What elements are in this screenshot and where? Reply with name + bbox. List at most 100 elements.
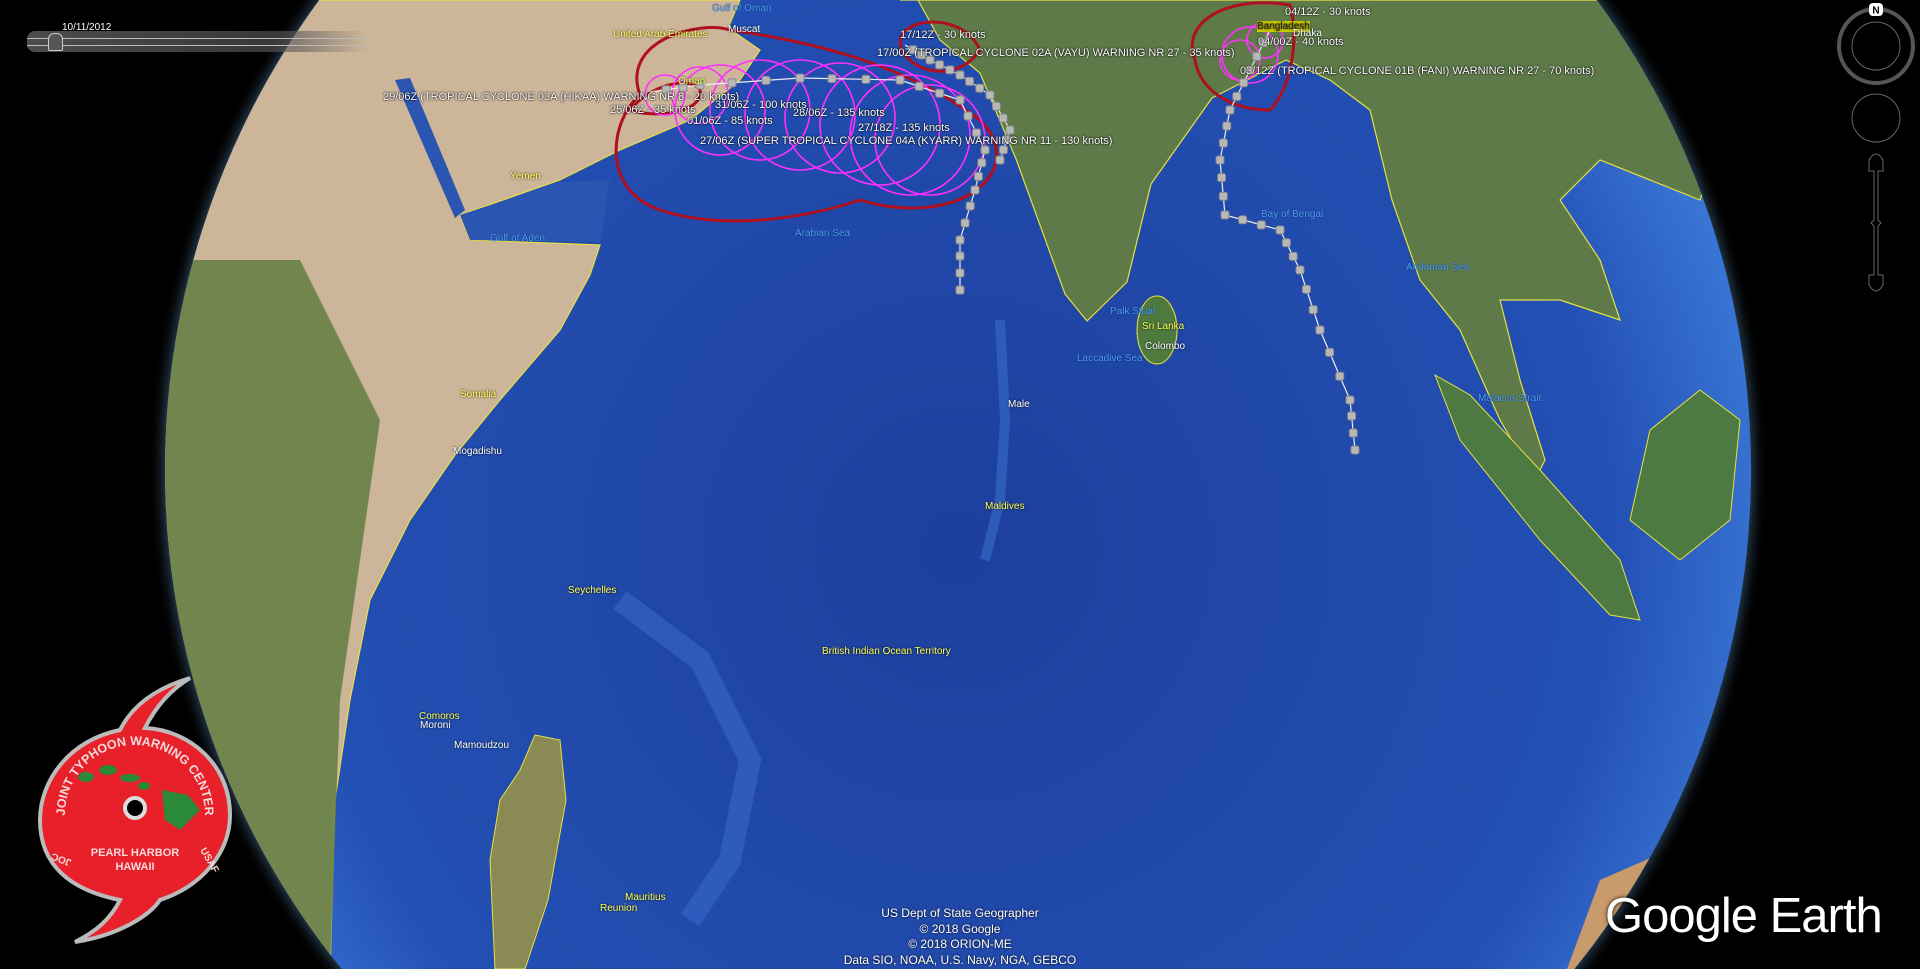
place-label[interactable]: Oman — [678, 76, 706, 87]
place-label[interactable]: Male — [1008, 399, 1030, 410]
place-label[interactable]: Muscat — [728, 24, 761, 35]
track-point-marker[interactable] — [1239, 78, 1249, 88]
track-point-marker[interactable] — [995, 155, 1005, 165]
track-point-marker[interactable] — [1222, 121, 1232, 131]
place-label[interactable]: Comoros — [419, 711, 460, 722]
place-label[interactable]: United Arab Emirates — [613, 29, 708, 40]
track-point-marker[interactable] — [980, 145, 990, 155]
track-point-marker[interactable] — [991, 101, 1001, 111]
storm-label[interactable]: 01/06Z - 85 knots — [687, 115, 773, 127]
track-point-marker[interactable] — [1005, 125, 1015, 135]
storm-label[interactable]: 04/12Z - 30 knots — [1285, 6, 1371, 18]
move-joystick[interactable] — [1851, 93, 1901, 143]
place-label[interactable]: Mauritius — [625, 892, 666, 903]
place-label[interactable]: Sri Lanka — [1142, 321, 1185, 332]
compass-ring[interactable] — [1837, 7, 1915, 85]
track-point-marker[interactable] — [678, 82, 688, 92]
place-label[interactable]: Reunion — [600, 903, 638, 914]
storm-label[interactable]: 17/12Z - 30 knots — [900, 29, 986, 41]
place-label[interactable]: Yemen — [510, 171, 541, 182]
place-label[interactable]: Seychelles — [568, 585, 617, 596]
track-point-marker[interactable] — [955, 235, 965, 245]
track-point-marker[interactable] — [908, 45, 918, 55]
track-point-marker[interactable] — [1002, 135, 1012, 145]
track-point-marker[interactable] — [965, 201, 975, 211]
track-point-marker[interactable] — [985, 90, 995, 100]
track-point-marker[interactable] — [727, 78, 737, 88]
track-point-marker[interactable] — [970, 185, 980, 195]
track-point-marker[interactable] — [1347, 411, 1357, 421]
track-point-marker[interactable] — [1259, 38, 1269, 48]
track-point-marker[interactable] — [827, 74, 837, 84]
track-point-marker[interactable] — [945, 65, 955, 75]
track-point-marker[interactable] — [1345, 395, 1355, 405]
track-point-marker[interactable] — [1315, 325, 1325, 335]
time-slider-handle[interactable] — [48, 33, 63, 51]
track-point-marker[interactable] — [977, 158, 987, 168]
track-point-marker[interactable] — [761, 75, 771, 85]
track-point-marker[interactable] — [935, 88, 945, 98]
track-point-marker[interactable] — [1301, 284, 1311, 294]
track-point-marker[interactable] — [998, 145, 1008, 155]
storm-label[interactable]: 27/18Z - 135 knots — [858, 122, 950, 134]
track-point-marker[interactable] — [973, 171, 983, 181]
track-point-marker[interactable] — [1218, 138, 1228, 148]
track-point-marker[interactable] — [955, 285, 965, 295]
track-point-marker[interactable] — [1215, 155, 1225, 165]
track-point-marker[interactable] — [1275, 225, 1285, 235]
track-point-marker[interactable] — [965, 76, 975, 86]
track-point-marker[interactable] — [963, 111, 973, 121]
track-point-marker[interactable] — [861, 74, 871, 84]
track-point-marker[interactable] — [1238, 215, 1248, 225]
storm-label[interactable]: 25/06Z - 35 knots — [610, 104, 696, 116]
place-label[interactable]: British Indian Ocean Territory — [822, 646, 951, 657]
storm-label[interactable]: 03/12Z (TROPICAL CYCLONE 01B (FANI) WARN… — [1240, 65, 1595, 77]
place-label[interactable]: Colombo — [1145, 341, 1186, 352]
place-label[interactable]: Bangladesh — [1257, 21, 1310, 32]
track-point-marker[interactable] — [1217, 173, 1227, 183]
navigation-controls[interactable]: N — [1830, 0, 1920, 300]
track-point-marker[interactable] — [955, 70, 965, 80]
track-point-marker[interactable] — [1218, 191, 1228, 201]
track-point-marker[interactable] — [1232, 91, 1242, 101]
place-label[interactable]: Somalia — [460, 389, 497, 400]
track-point-marker[interactable] — [695, 80, 705, 90]
place-label[interactable]: Mamoudzou — [454, 740, 510, 751]
track-point-marker[interactable] — [935, 60, 945, 70]
track-point-marker[interactable] — [1220, 210, 1230, 220]
storm-label[interactable]: 29/06Z (TROPICAL CYCLONE 03A (HIKAA) WAR… — [383, 91, 740, 103]
place-label[interactable]: Moroni — [420, 720, 451, 731]
storm-label[interactable]: 31/06Z - 100 knots — [715, 99, 807, 111]
time-slider-rail[interactable] — [27, 38, 367, 46]
storm-label[interactable]: 27/06Z (SUPER TROPICAL CYCLONE 04A (KYAR… — [700, 135, 1113, 147]
track-point-marker[interactable] — [1348, 428, 1358, 438]
storm-label[interactable]: 28/06Z - 135 knots — [793, 107, 885, 119]
track-point-marker[interactable] — [1308, 305, 1318, 315]
place-label[interactable]: Maldives — [985, 501, 1025, 512]
place-label[interactable]: Dhaka — [1293, 28, 1322, 39]
track-point-marker[interactable] — [1335, 371, 1345, 381]
zoom-slider[interactable] — [1868, 153, 1884, 292]
track-point-marker[interactable] — [895, 75, 905, 85]
track-point-marker[interactable] — [955, 268, 965, 278]
track-point-marker[interactable] — [1350, 445, 1360, 455]
track-point-marker[interactable] — [1245, 65, 1255, 75]
track-point-marker[interactable] — [1256, 220, 1266, 230]
track-point-marker[interactable] — [998, 113, 1008, 123]
track-point-marker[interactable] — [955, 251, 965, 261]
track-point-marker[interactable] — [795, 73, 805, 83]
track-point-marker[interactable] — [1325, 347, 1335, 357]
north-indicator[interactable] — [1869, 3, 1883, 16]
track-point-marker[interactable] — [1288, 251, 1298, 261]
track-point-marker[interactable] — [661, 85, 671, 95]
track-point-marker[interactable] — [1281, 238, 1291, 248]
place-label[interactable]: Mogadishu — [453, 446, 502, 457]
track-point-marker[interactable] — [972, 128, 981, 138]
track-point-marker[interactable] — [914, 81, 924, 91]
time-slider[interactable] — [27, 31, 367, 52]
track-point-marker[interactable] — [960, 218, 970, 228]
track-point-marker[interactable] — [925, 55, 935, 65]
storm-label[interactable]: 04/00Z - 40 knots — [1258, 36, 1344, 48]
track-point-marker[interactable] — [917, 50, 926, 60]
